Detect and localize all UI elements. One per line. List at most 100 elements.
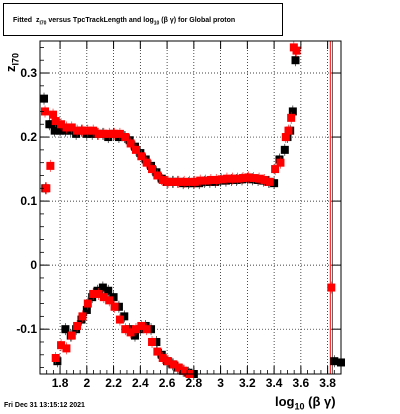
red-lower-point bbox=[57, 341, 66, 350]
x-axis-title: log10 (β γ) bbox=[275, 394, 336, 412]
y-tick-label: 0.1 bbox=[20, 194, 37, 208]
red-lower-point bbox=[110, 302, 119, 311]
red-lower-point bbox=[51, 353, 60, 362]
red-upper-point bbox=[196, 176, 205, 185]
black-lower-point bbox=[147, 325, 156, 334]
black-upper-point bbox=[291, 56, 300, 65]
x-tick-label: 1.8 bbox=[52, 376, 69, 390]
red-upper-point bbox=[42, 184, 51, 193]
black-upper-point bbox=[288, 107, 297, 116]
red-upper-point bbox=[83, 126, 92, 135]
plot-frame bbox=[39, 40, 342, 375]
red-upper-point bbox=[115, 129, 124, 138]
black-upper-point bbox=[280, 145, 289, 154]
red-upper-point bbox=[212, 175, 221, 184]
red-lower-point bbox=[89, 289, 98, 298]
black-lower-point bbox=[330, 357, 339, 366]
y-tick-label: 0.2 bbox=[20, 130, 37, 144]
red-upper-point bbox=[190, 177, 199, 186]
red-upper-point bbox=[255, 174, 264, 183]
red-upper-point bbox=[73, 126, 82, 135]
title-box: Fitted zI70 versus TpcTrackLength and lo… bbox=[3, 3, 283, 36]
y-tick-label: 0 bbox=[30, 258, 37, 272]
series-layer bbox=[40, 41, 345, 380]
red-upper-point bbox=[244, 173, 253, 182]
red-upper-point bbox=[206, 175, 215, 184]
red-upper-point bbox=[41, 107, 50, 116]
red-upper-point bbox=[174, 177, 183, 186]
x-tick-label: 3.6 bbox=[293, 376, 310, 390]
x-tick-label: 3 bbox=[217, 376, 224, 390]
red-upper-point bbox=[276, 158, 285, 167]
red-upper-point bbox=[217, 175, 226, 184]
red-lower-point bbox=[121, 325, 130, 334]
red-lower-point bbox=[83, 299, 92, 308]
red-upper-point bbox=[67, 123, 76, 132]
black-upper-point bbox=[40, 94, 49, 103]
red-lower-point bbox=[99, 293, 108, 302]
red-upper-point bbox=[180, 177, 189, 186]
y-axis-title: zI70 bbox=[3, 52, 21, 72]
red-lower-point bbox=[115, 315, 124, 324]
datestamp: Fri Dec 31 13:15:12 2021 bbox=[4, 402, 85, 409]
chart-title: Fitted zI70 versus TpcTrackLength and lo… bbox=[13, 17, 236, 27]
red-lower-point bbox=[126, 328, 135, 337]
red-lower-point bbox=[327, 283, 336, 292]
red-lower-point bbox=[174, 363, 183, 372]
red-upper-point bbox=[158, 175, 167, 184]
red-upper-point bbox=[94, 129, 103, 138]
red-upper-point bbox=[281, 133, 290, 142]
red-upper-point bbox=[169, 177, 178, 186]
black-lower-point bbox=[82, 305, 91, 314]
red-lower-point bbox=[169, 360, 178, 369]
red-upper-point bbox=[292, 46, 301, 55]
red-upper-point bbox=[239, 174, 248, 183]
red-upper-point bbox=[222, 174, 231, 183]
red-upper-point bbox=[185, 177, 194, 186]
red-upper-point bbox=[99, 129, 108, 138]
red-upper-point bbox=[201, 176, 210, 185]
red-upper-point bbox=[228, 174, 237, 183]
black-lower-point bbox=[152, 337, 161, 346]
red-upper-point bbox=[131, 145, 140, 154]
red-upper-point bbox=[89, 126, 98, 135]
x-tick-label: 2.4 bbox=[132, 376, 149, 390]
red-upper-point bbox=[287, 113, 296, 122]
red-lower-point bbox=[73, 321, 82, 330]
red-upper-point bbox=[265, 177, 274, 186]
red-upper-point bbox=[284, 126, 293, 135]
red-lower-point bbox=[131, 325, 140, 334]
red-upper-point bbox=[121, 133, 130, 142]
red-lower-point bbox=[158, 353, 167, 362]
red-upper-point bbox=[46, 161, 55, 170]
red-lower-point bbox=[153, 347, 162, 356]
red-upper-point bbox=[110, 129, 119, 138]
black-lower-point bbox=[104, 286, 113, 295]
red-upper-point bbox=[260, 175, 269, 184]
red-lower-point bbox=[78, 312, 87, 321]
x-tick-label: 2.6 bbox=[159, 376, 176, 390]
black-lower-point bbox=[109, 293, 118, 302]
red-upper-point bbox=[148, 165, 157, 174]
red-lower-point bbox=[142, 325, 151, 334]
red-lower-point bbox=[137, 321, 146, 330]
x-tick-label: 2.2 bbox=[105, 376, 122, 390]
red-upper-point bbox=[57, 120, 66, 129]
black-lower-point bbox=[120, 312, 129, 321]
black-lower-point bbox=[98, 283, 107, 292]
red-lower-point bbox=[62, 344, 71, 353]
red-upper-point bbox=[153, 171, 162, 180]
red-upper-point bbox=[137, 152, 146, 161]
black-upper-point bbox=[270, 179, 279, 188]
red-lower-point bbox=[164, 357, 173, 366]
grid-layer bbox=[40, 41, 341, 374]
red-upper-point bbox=[51, 117, 60, 126]
red-lower-point bbox=[180, 366, 189, 375]
black-lower-point bbox=[61, 325, 70, 334]
red-upper-point bbox=[78, 126, 87, 135]
red-upper-point bbox=[49, 110, 58, 119]
red-upper-point bbox=[142, 158, 151, 167]
axis-layer: 1.8 2 2.2 2.4 2.6 2.8 3 3.2 3.4 3.6 3.8 -0.1 0 0.1 0.2… bbox=[16, 40, 342, 390]
x-tick-label: 3.2 bbox=[239, 376, 256, 390]
